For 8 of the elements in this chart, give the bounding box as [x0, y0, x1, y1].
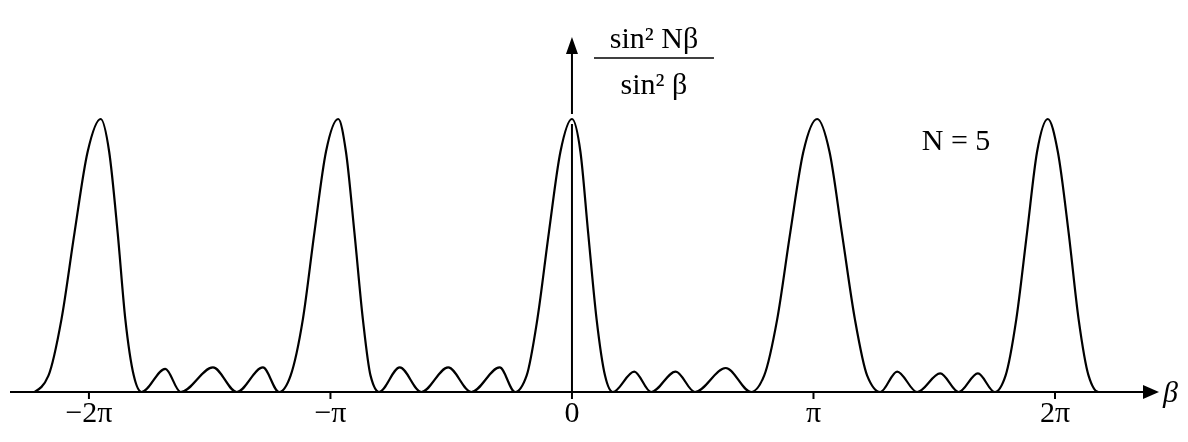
annotation: N = 5	[921, 123, 991, 156]
x-tick-label: −2π	[65, 395, 113, 429]
x-tick-label: 2π	[1039, 395, 1071, 429]
x-tick-label: π	[805, 395, 822, 429]
x-tick-label: −π	[314, 395, 347, 429]
y-axis-title: sin² Nβ sin² β	[609, 21, 699, 100]
x-tick-label: 0	[564, 395, 580, 429]
x-axis-title: β	[1162, 375, 1178, 408]
